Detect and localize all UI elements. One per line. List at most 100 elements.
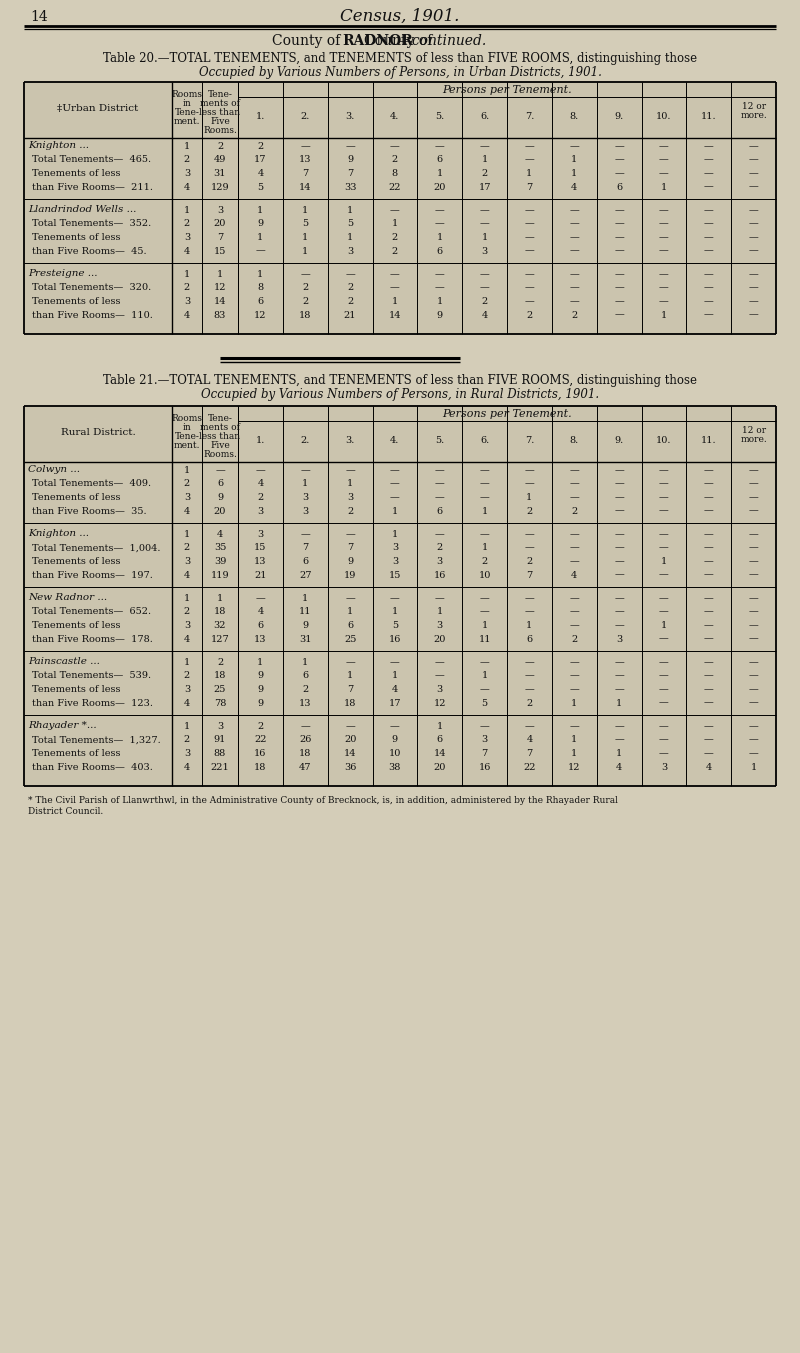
Text: 1: 1 [526, 621, 533, 630]
Text: —: — [480, 594, 490, 603]
Text: —: — [570, 607, 579, 617]
Text: —: — [525, 142, 534, 152]
Text: 2: 2 [258, 492, 263, 502]
Text: 6: 6 [437, 156, 443, 165]
Text: 26: 26 [299, 736, 311, 744]
Text: —: — [614, 219, 624, 229]
Text: 4: 4 [258, 607, 263, 617]
Text: —: — [749, 750, 758, 758]
Text: 16: 16 [254, 750, 266, 758]
Text: 10.: 10. [656, 112, 672, 120]
Text: 3: 3 [437, 685, 443, 694]
Text: —: — [525, 298, 534, 306]
Text: 2: 2 [184, 479, 190, 488]
Text: 1: 1 [437, 169, 443, 179]
Text: —: — [749, 544, 758, 552]
Text: Total Tenements—  652.: Total Tenements— 652. [32, 607, 151, 617]
Text: —: — [570, 284, 579, 292]
Text: Occupied by Various Numbers of Persons, in Urban Districts, 1901.: Occupied by Various Numbers of Persons, … [198, 66, 602, 78]
Text: Tenements of less: Tenements of less [32, 233, 121, 242]
Text: —: — [570, 206, 579, 215]
Text: 18: 18 [344, 698, 356, 708]
Text: —: — [570, 685, 579, 694]
Text: —: — [525, 284, 534, 292]
Text: 1: 1 [616, 698, 622, 708]
Text: —: — [525, 607, 534, 617]
Text: —: — [614, 530, 624, 538]
Text: —: — [480, 465, 490, 475]
Text: 1: 1 [482, 621, 488, 630]
Text: —: — [749, 635, 758, 644]
Text: —: — [749, 156, 758, 165]
Text: —: — [346, 465, 355, 475]
Text: in: in [182, 99, 191, 108]
Text: 8.: 8. [570, 112, 579, 120]
Text: 4: 4 [184, 506, 190, 515]
Text: —: — [749, 142, 758, 152]
Text: 2: 2 [184, 156, 190, 165]
Text: ments of: ments of [200, 423, 240, 432]
Text: —: — [480, 607, 490, 617]
Text: —: — [614, 506, 624, 515]
Text: 6.: 6. [480, 112, 490, 120]
Text: —: — [570, 530, 579, 538]
Text: 6: 6 [437, 506, 443, 515]
Text: —: — [525, 246, 534, 256]
Text: 1.: 1. [256, 112, 265, 120]
Text: —: — [704, 594, 714, 603]
Text: —: — [614, 557, 624, 566]
Text: 1: 1 [392, 530, 398, 538]
Text: —: — [570, 246, 579, 256]
Text: —continued.: —continued. [398, 34, 486, 47]
Text: 1: 1 [571, 156, 578, 165]
Text: —: — [704, 169, 714, 179]
Text: Rooms: Rooms [171, 91, 202, 99]
Text: —: — [570, 723, 579, 731]
Text: County of: County of [272, 34, 345, 47]
Text: —: — [346, 271, 355, 279]
Text: 3: 3 [184, 557, 190, 566]
Text: —: — [480, 530, 490, 538]
Text: 6: 6 [302, 671, 308, 681]
Text: —: — [704, 658, 714, 667]
Text: 5: 5 [258, 183, 263, 192]
Text: 1: 1 [184, 206, 190, 215]
Text: —: — [659, 685, 669, 694]
Text: —: — [570, 621, 579, 630]
Text: Tenements of less: Tenements of less [32, 750, 121, 758]
Text: 2: 2 [482, 169, 488, 179]
Text: —: — [749, 723, 758, 731]
Text: Persons per Tenement.: Persons per Tenement. [442, 85, 572, 95]
Text: —: — [659, 594, 669, 603]
Text: —: — [704, 544, 714, 552]
Text: —: — [659, 271, 669, 279]
Text: —: — [749, 492, 758, 502]
Text: —: — [570, 544, 579, 552]
Text: Five: Five [210, 116, 230, 126]
Text: 1: 1 [184, 530, 190, 538]
Text: 14: 14 [299, 183, 311, 192]
Text: 6: 6 [347, 621, 353, 630]
Text: 3: 3 [184, 685, 190, 694]
Text: 3: 3 [258, 530, 263, 538]
Text: 4: 4 [258, 479, 263, 488]
Text: —: — [480, 219, 490, 229]
Text: 1: 1 [347, 206, 354, 215]
Text: —: — [704, 206, 714, 215]
Text: 38: 38 [389, 763, 401, 771]
Text: 15: 15 [254, 544, 266, 552]
Text: —: — [390, 142, 400, 152]
Text: —: — [614, 465, 624, 475]
Text: —: — [525, 544, 534, 552]
Text: 1: 1 [392, 671, 398, 681]
Text: —: — [704, 156, 714, 165]
Text: 13: 13 [299, 156, 311, 165]
Text: —: — [435, 206, 445, 215]
Text: 1: 1 [184, 271, 190, 279]
Text: —: — [390, 206, 400, 215]
Text: —: — [480, 142, 490, 152]
Text: —: — [480, 723, 490, 731]
Text: 20: 20 [434, 183, 446, 192]
Text: —: — [480, 492, 490, 502]
Text: 2: 2 [258, 142, 263, 152]
